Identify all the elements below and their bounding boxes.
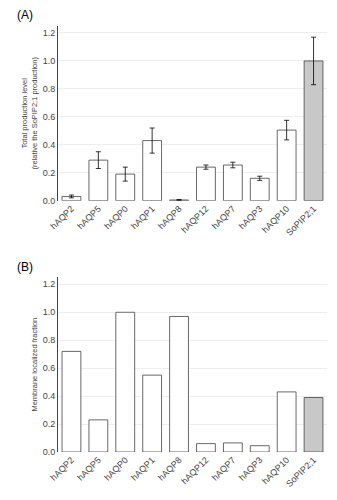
svg-text:hAQP7: hAQP7 [210, 204, 238, 232]
svg-text:hAQP10: hAQP10 [260, 204, 291, 235]
svg-text:hAQP12: hAQP12 [179, 204, 210, 235]
svg-text:hAQP1: hAQP1 [129, 204, 157, 232]
svg-text:hAQP12: hAQP12 [179, 455, 210, 486]
svg-text:0.6: 0.6 [43, 363, 56, 373]
svg-text:hAQP8: hAQP8 [156, 204, 184, 232]
svg-text:1.0: 1.0 [43, 56, 56, 66]
svg-text:Membrane localized fraction: Membrane localized fraction [30, 318, 39, 412]
svg-text:hAQP2: hAQP2 [48, 455, 76, 483]
svg-text:0.8: 0.8 [43, 84, 56, 94]
svg-text:0.8: 0.8 [43, 335, 56, 345]
svg-text:hAQP0: hAQP0 [102, 204, 130, 232]
svg-text:Total production level(relativ: Total production level(relative the SoPI… [20, 57, 39, 170]
svg-text:0.2: 0.2 [43, 419, 56, 429]
svg-text:(B): (B) [17, 260, 33, 274]
svg-text:hAQP3: hAQP3 [237, 204, 265, 232]
svg-text:1.2: 1.2 [43, 28, 56, 38]
svg-text:hAQP1: hAQP1 [129, 455, 157, 483]
svg-text:1.2: 1.2 [43, 279, 56, 289]
svg-text:hAQP0: hAQP0 [102, 455, 130, 483]
svg-text:hAQP8: hAQP8 [156, 455, 184, 483]
svg-text:0.0: 0.0 [43, 196, 56, 206]
svg-text:0.2: 0.2 [43, 168, 56, 178]
svg-text:1.0: 1.0 [43, 307, 56, 317]
svg-text:(A): (A) [17, 8, 33, 22]
svg-text:hAQP3: hAQP3 [237, 455, 265, 483]
svg-text:0.0: 0.0 [43, 447, 56, 457]
svg-text:SoPIP2;1: SoPIP2;1 [284, 204, 318, 238]
svg-text:0.4: 0.4 [43, 140, 56, 150]
svg-text:hAQP2: hAQP2 [48, 204, 76, 232]
svg-text:hAQP5: hAQP5 [75, 455, 103, 483]
svg-text:0.4: 0.4 [43, 391, 56, 401]
svg-text:SoPIP2;1: SoPIP2;1 [284, 455, 318, 489]
svg-text:0.6: 0.6 [43, 112, 56, 122]
svg-text:hAQP10: hAQP10 [260, 455, 291, 486]
svg-text:hAQP5: hAQP5 [75, 204, 103, 232]
svg-text:hAQP7: hAQP7 [210, 455, 238, 483]
